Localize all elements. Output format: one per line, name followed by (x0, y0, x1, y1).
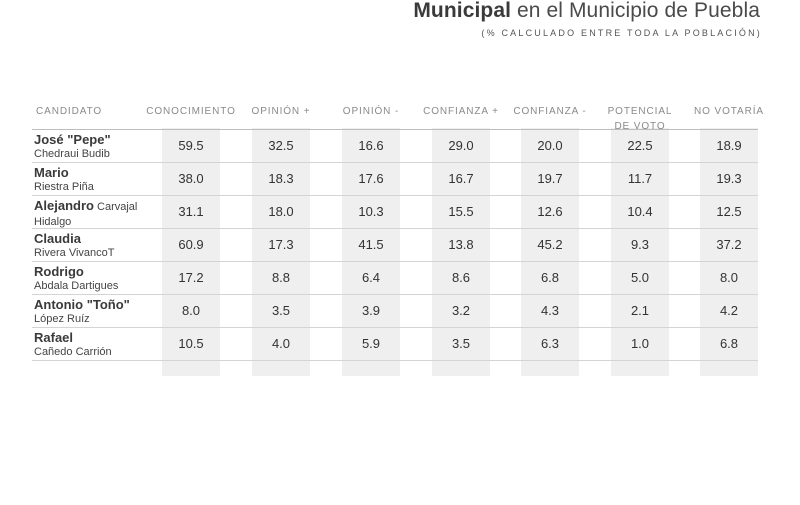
candidate-first-name: José "Pepe" (34, 132, 111, 147)
table-cell: 11.7 (627, 171, 653, 186)
candidate-surname: Abdala Dartigues (34, 280, 119, 292)
table-cell: 8.0 (181, 303, 201, 318)
table-cell: 19.7 (537, 171, 563, 186)
table-cell: 45.2 (537, 237, 563, 252)
table-cell: 3.5 (451, 336, 471, 351)
chart-title: Municipal en el Municipio de Puebla (413, 0, 760, 23)
candidate-surname: López Ruíz (34, 313, 90, 325)
column-band-5 (521, 128, 579, 376)
table-cell: 10.5 (178, 336, 204, 351)
candidate-name: Rafael Cañedo Carrión (34, 331, 112, 359)
row-divider (32, 360, 758, 361)
table-cell: 38.0 (178, 171, 204, 186)
title-rest: en el Municipio de Puebla (511, 0, 760, 22)
table-cell: 8.6 (451, 270, 471, 285)
table-cell: 12.5 (716, 204, 742, 219)
title-bold: Municipal (413, 0, 512, 22)
candidate-surname: Riestra Piña (34, 181, 94, 193)
table-cell: 41.5 (358, 237, 384, 252)
table-cell: 8.8 (271, 270, 291, 285)
header-col-3: OPINIÓN - (342, 106, 400, 117)
candidate-first-name: Claudia (34, 231, 81, 246)
table-cell: 10.3 (358, 204, 384, 219)
table-cell: 18.9 (716, 138, 742, 153)
table-cell: 32.5 (268, 138, 294, 153)
table-cell: 6.4 (361, 270, 381, 285)
candidate-first-name: Alejandro (34, 198, 94, 213)
column-band-2 (252, 128, 310, 376)
chart-subtitle: (% CALCULADO ENTRE TODA LA POBLACIÓN) (481, 28, 762, 38)
table-cell: 6.3 (540, 336, 560, 351)
candidate-first-name: Mario (34, 165, 69, 180)
table-cell: 3.5 (271, 303, 291, 318)
candidate-name: José "Pepe" Chedraui Budib (34, 133, 111, 161)
table-cell: 17.3 (268, 237, 294, 252)
table-cell: 22.5 (627, 138, 653, 153)
candidate-first-name: Rafael (34, 330, 74, 345)
candidate-first-name: Rodrigo (34, 264, 84, 279)
column-band-3 (342, 128, 400, 376)
table-cell: 5.0 (630, 270, 650, 285)
row-divider (32, 162, 758, 163)
table-cell: 13.8 (448, 237, 474, 252)
table-cell: 6.8 (540, 270, 560, 285)
candidate-name: Alejandro Carvajal Hidalgo (34, 199, 137, 229)
table-cell: 37.2 (716, 237, 742, 252)
header-col-5: CONFIANZA - (513, 106, 587, 117)
candidate-name: Rodrigo Abdala Dartigues (34, 265, 118, 293)
header-col-7: NO VOTARÍA (694, 106, 764, 117)
column-band-4 (432, 128, 490, 376)
table-cell: 3.9 (361, 303, 381, 318)
table-cell: 16.6 (358, 138, 384, 153)
table-cell: 16.7 (448, 171, 474, 186)
table-cell: 10.4 (627, 204, 653, 219)
candidate-name: Antonio "Toño" López Ruíz (34, 298, 130, 326)
table-cell: 9.3 (630, 237, 650, 252)
candidate-surname-inline: Carvajal (93, 201, 138, 213)
candidate-first-name: Antonio "Toño" (34, 297, 130, 312)
row-divider (32, 228, 758, 229)
row-divider (32, 129, 758, 130)
table-cell: 6.8 (719, 336, 739, 351)
table-cell: 18.3 (268, 171, 294, 186)
header-col-2: OPINIÓN + (251, 106, 311, 117)
table-cell: 3.2 (451, 303, 471, 318)
table-cell: 1.0 (630, 336, 650, 351)
table-cell: 8.0 (719, 270, 739, 285)
header-col-4: CONFIANZA + (423, 106, 499, 117)
candidate-surname: Hidalgo (34, 216, 72, 228)
table-cell: 4.2 (719, 303, 739, 318)
candidate-name: Claudia Rivera VivancoT (34, 232, 115, 260)
column-band-7 (700, 128, 758, 376)
candidate-surname: Chedraui Budib (34, 148, 110, 160)
column-band-1 (162, 128, 220, 376)
table-cell: 19.3 (716, 171, 742, 186)
header-col-6: POTENCIAL DE VOTO (607, 106, 673, 132)
row-divider (32, 327, 758, 328)
table-cell: 18.0 (268, 204, 294, 219)
table-cell: 5.9 (361, 336, 381, 351)
candidate-name: Mario Riestra Piña (34, 166, 94, 194)
table-cell: 20.0 (537, 138, 563, 153)
table-cell: 31.1 (178, 204, 204, 219)
table-cell: 4.3 (540, 303, 560, 318)
candidate-surname: Rivera VivancoT (34, 247, 115, 259)
table-cell: 15.5 (448, 204, 474, 219)
row-divider (32, 261, 758, 262)
candidate-surname: Cañedo Carrión (34, 346, 112, 358)
row-divider (32, 294, 758, 295)
header-col-1: CONOCIMIENTO (146, 106, 236, 117)
table-cell: 4.0 (271, 336, 291, 351)
table-cell: 29.0 (448, 138, 474, 153)
table-cell: 60.9 (178, 237, 204, 252)
table-cell: 17.2 (178, 270, 204, 285)
header-candidato: CANDIDATO (36, 106, 103, 117)
table-cell: 17.6 (358, 171, 384, 186)
table-cell: 12.6 (537, 204, 563, 219)
table-cell: 59.5 (178, 138, 204, 153)
row-divider (32, 195, 758, 196)
table-cell: 2.1 (630, 303, 650, 318)
column-band-6 (611, 128, 669, 376)
